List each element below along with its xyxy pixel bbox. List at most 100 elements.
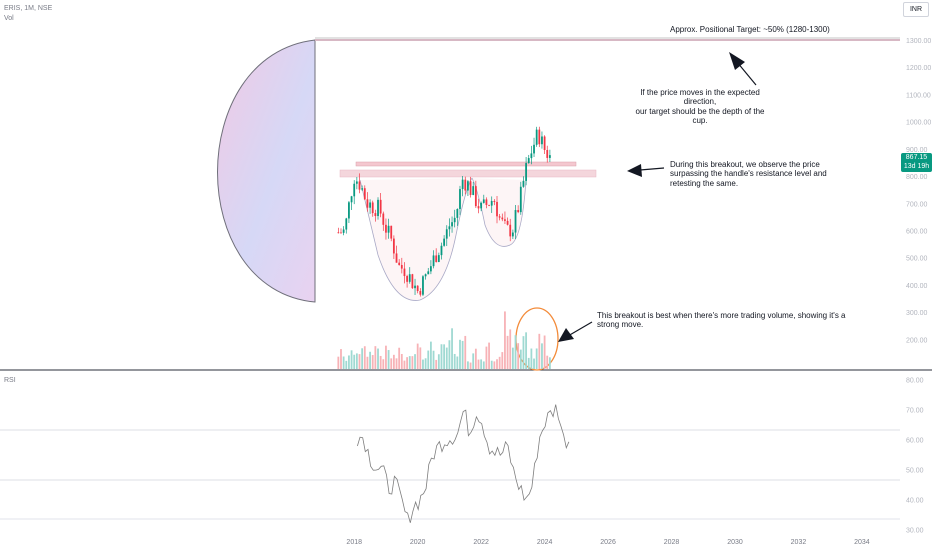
volume-bar — [424, 358, 427, 369]
rsi-tick-label: 80.00 — [906, 378, 924, 385]
price-tick-label: 200.00 — [906, 337, 928, 344]
volume-bar — [416, 343, 419, 369]
volume-bar — [361, 348, 364, 369]
volume-bar — [443, 344, 446, 369]
volume-bar — [488, 342, 490, 369]
candle-body — [506, 220, 509, 225]
volume-bar — [519, 349, 522, 369]
volume-bar — [382, 359, 385, 369]
last-price-tag: 867.15 13d 19h — [901, 153, 932, 172]
candle-body — [392, 238, 395, 254]
time-axis[interactable]: 2018 2020 2022 2024 2026 2028 2030 2032 2034 — [346, 539, 869, 546]
candle-body — [432, 255, 435, 267]
candle-body — [461, 179, 464, 190]
rsi-tick-label: 70.00 — [906, 408, 924, 415]
candle-body — [467, 181, 469, 191]
candle-body — [527, 158, 530, 164]
arrow-volume — [558, 321, 593, 342]
annotation-volume[interactable]: This breakout is best when there's more … — [597, 311, 846, 330]
candle-body — [509, 224, 512, 237]
candle-body — [424, 274, 427, 277]
candle-body — [435, 255, 438, 262]
candle-body — [406, 276, 408, 282]
candle-body — [459, 189, 461, 209]
candle-body — [496, 201, 498, 217]
candle-body — [548, 155, 551, 158]
rsi-axis[interactable]: 30.00 40.00 50.00 60.00 70.00 80.00 — [906, 378, 924, 535]
candle-body — [350, 196, 353, 203]
volume-bar — [506, 335, 509, 369]
price-tick-label: 300.00 — [906, 310, 928, 317]
candle-body — [522, 180, 525, 187]
rsi-tick-label: 40.00 — [906, 498, 924, 505]
volume-bar — [408, 356, 411, 369]
volume-bar — [353, 354, 356, 369]
candle-body — [348, 202, 350, 219]
price-tick-label: 500.00 — [906, 256, 928, 263]
candle-body — [363, 188, 366, 200]
candle-body — [445, 229, 448, 239]
rsi-line — [357, 404, 570, 523]
candle-body — [437, 255, 440, 262]
candles — [337, 126, 551, 297]
candle-body — [390, 225, 393, 239]
volume-bar — [477, 359, 480, 369]
volume-bar — [511, 347, 514, 369]
candle-body — [519, 186, 522, 213]
candle-body — [443, 238, 446, 246]
currency-selector[interactable]: INR — [903, 2, 929, 17]
volume-bar — [453, 353, 456, 369]
price-axis[interactable]: 200.00 300.00 400.00 500.00 600.00 700.00 800.… — [906, 38, 931, 345]
annotation-target[interactable]: Approx. Positional Target: ~50% (1280-13… — [670, 25, 830, 34]
volume-bar — [490, 360, 493, 369]
candle-body — [538, 129, 541, 145]
volume-bar — [527, 357, 530, 369]
volume-bar — [498, 356, 501, 369]
volume-bar — [379, 355, 382, 369]
volume-label: Vol — [4, 15, 14, 22]
volume-bar — [429, 341, 432, 369]
candle-body — [541, 136, 543, 145]
rsi-label[interactable]: RSI — [4, 377, 16, 384]
candle-body — [353, 183, 356, 197]
symbol-title[interactable]: ERIS, 1M, NSE — [4, 5, 53, 12]
candle-body — [379, 199, 382, 214]
cup-curve — [359, 177, 473, 301]
volume-bar — [340, 349, 342, 369]
cup-depth-shape — [217, 39, 316, 303]
volume-bar — [419, 347, 422, 369]
volume-bar — [504, 311, 506, 369]
candle-body — [493, 200, 496, 202]
resistance-line[interactable] — [355, 161, 577, 167]
volume-bar — [522, 336, 525, 369]
volume-bar — [406, 357, 408, 369]
candle-body — [543, 136, 546, 150]
annotation-depth[interactable]: If the price moves in the expected direc… — [635, 88, 765, 126]
candle-body — [451, 222, 453, 227]
volume-bar — [485, 346, 488, 369]
volume-bar — [517, 343, 520, 369]
volume-bar — [474, 348, 477, 369]
volume-bar — [514, 335, 517, 369]
candle-body — [342, 229, 345, 233]
support-zone[interactable] — [339, 169, 597, 178]
arrow-breakout — [627, 164, 665, 177]
volume-bar — [392, 354, 395, 369]
volume-bar — [427, 350, 430, 369]
price-tick-label: 800.00 — [906, 174, 928, 181]
candle-body — [414, 285, 416, 289]
volume-bar — [493, 361, 496, 369]
time-tick-label: 2032 — [791, 539, 807, 546]
candle-body — [377, 199, 379, 217]
candle-body — [546, 149, 549, 158]
candle-body — [427, 271, 430, 275]
candle-body — [533, 144, 535, 154]
candle-body — [403, 268, 406, 277]
time-tick-label: 2034 — [854, 539, 870, 546]
candle-body — [490, 200, 493, 206]
volume-bar — [448, 340, 451, 369]
annotation-breakout[interactable]: During this breakout, we observe the pri… — [670, 160, 827, 188]
rsi-tick-label: 60.00 — [906, 438, 924, 445]
